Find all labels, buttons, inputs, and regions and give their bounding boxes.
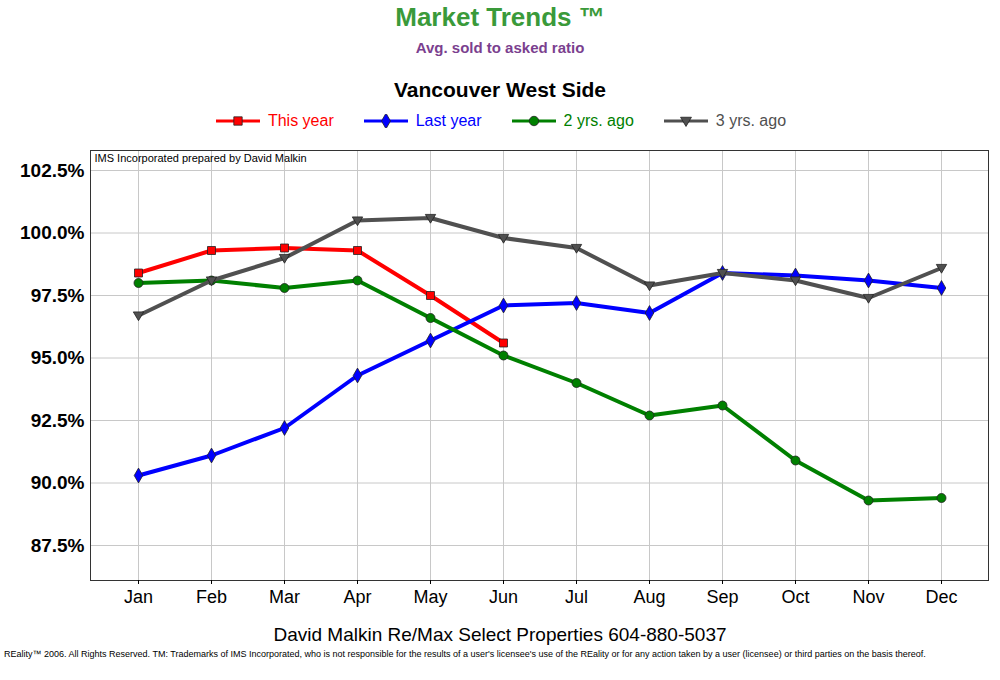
html-text:This year: This year	[267, 112, 334, 129]
svg-text:Nov: Nov	[852, 587, 884, 607]
svg-text:Mar: Mar	[269, 587, 300, 607]
svg-text:Aug: Aug	[633, 587, 665, 607]
html-text:Last year: Last year	[415, 112, 482, 129]
svg-text:Jun: Jun	[489, 587, 518, 607]
html-text:Vancouver West Side: Vancouver West Side	[394, 78, 606, 101]
svg-text:Apr: Apr	[343, 587, 371, 607]
svg-text:Feb: Feb	[196, 587, 227, 607]
svg-text:Oct: Oct	[781, 587, 809, 607]
svg-text:97.5%: 97.5%	[31, 285, 85, 306]
html-text:Market Trends ™: Market Trends ™	[395, 2, 605, 32]
html-text:Avg. sold to asked ratio: Avg. sold to asked ratio	[415, 39, 585, 56]
html-text:2 yrs. ago: 2 yrs. ago	[563, 112, 634, 129]
svg-text:Jul: Jul	[565, 587, 588, 607]
svg-text:IMS Incorporated prepared by D: IMS Incorporated prepared by David Malki…	[95, 152, 307, 164]
svg-text:100.0%: 100.0%	[20, 222, 85, 243]
svg-text:90.0%: 90.0%	[31, 472, 85, 493]
svg-text:May: May	[413, 587, 447, 607]
svg-text:102.5%: 102.5%	[20, 160, 85, 181]
svg-text:95.0%: 95.0%	[31, 347, 85, 368]
svg-text:Dec: Dec	[925, 587, 957, 607]
html-text:David Malkin Re/Max Select Pro: David Malkin Re/Max Select Properties 60…	[273, 624, 727, 645]
html-text:3 yrs. ago: 3 yrs. ago	[715, 112, 787, 129]
html-text:REality™ 2006. All Rights Rese: REality™ 2006. All Rights Reserved. TM: …	[4, 649, 926, 659]
svg-text:87.5%: 87.5%	[31, 535, 85, 556]
svg-text:92.5%: 92.5%	[31, 410, 85, 431]
svg-text:Jan: Jan	[124, 587, 153, 607]
svg-text:Sep: Sep	[706, 587, 738, 607]
